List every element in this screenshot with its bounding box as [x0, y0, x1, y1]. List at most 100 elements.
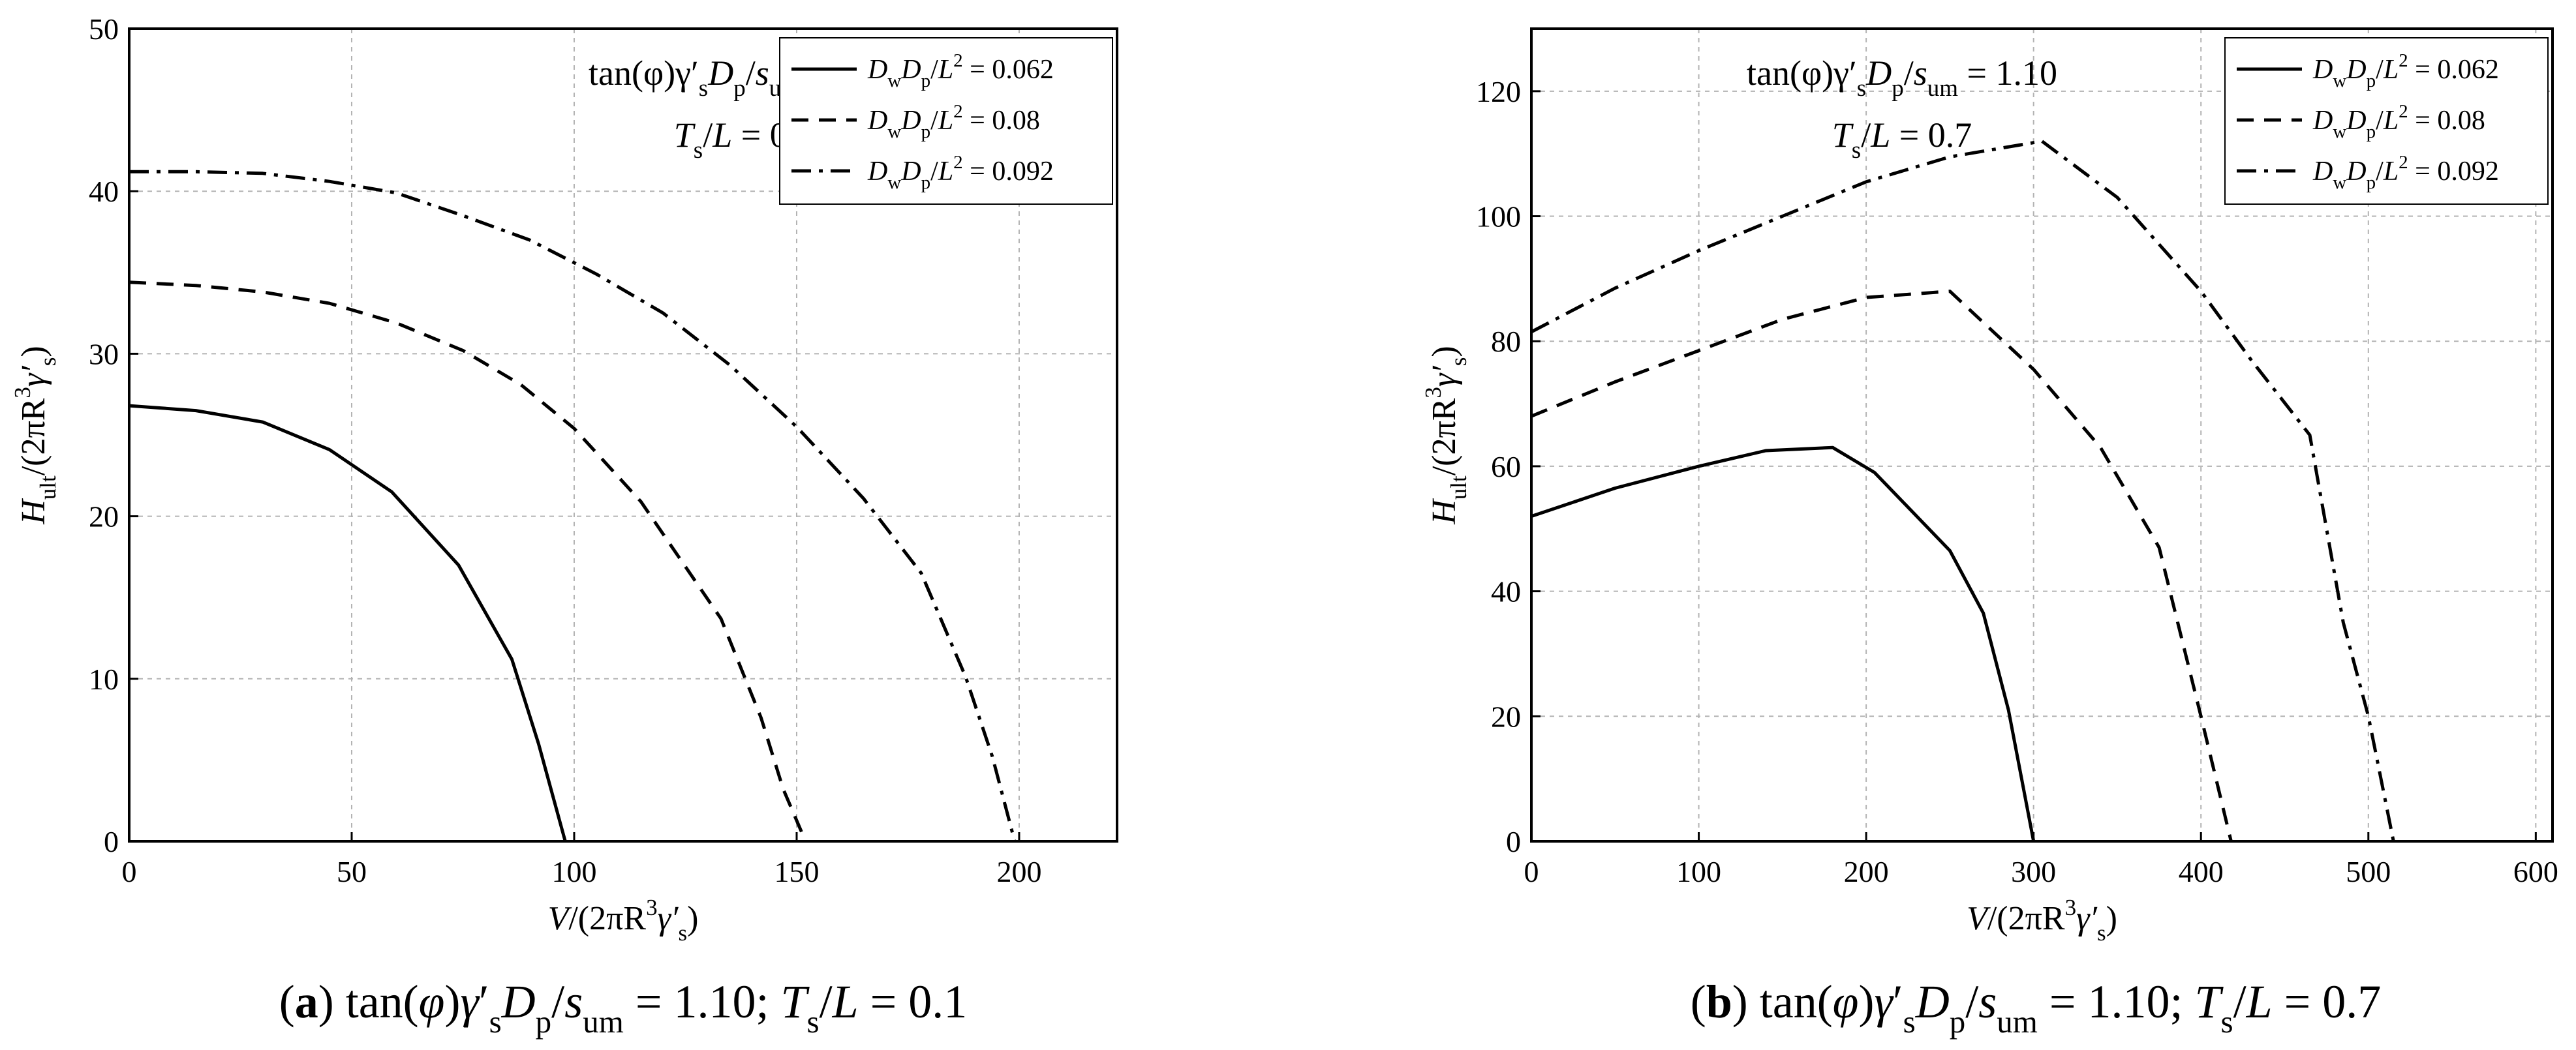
- text-fragment: D: [2346, 106, 2366, 136]
- text-fragment: um: [583, 1004, 624, 1040]
- text-fragment: L: [938, 157, 953, 187]
- text-fragment: ult: [35, 475, 61, 500]
- text-fragment: p: [1950, 1004, 1966, 1040]
- series-line-solid: [1531, 445, 2036, 842]
- y-tick-label: 0: [104, 825, 119, 858]
- text-fragment: p: [2367, 121, 2376, 142]
- x-tick-label: 200: [1844, 855, 1889, 888]
- text-fragment: b: [1706, 976, 1732, 1028]
- y-tick-label: 20: [89, 500, 119, 533]
- text-fragment: w: [2333, 70, 2346, 91]
- text-fragment: D: [2312, 55, 2333, 85]
- text-fragment: w: [887, 70, 901, 91]
- y-tick-label: 50: [89, 12, 119, 46]
- x-tick-label: 300: [2011, 855, 2056, 888]
- text-fragment: φ: [419, 976, 445, 1028]
- text-fragment: ): [1859, 976, 1875, 1028]
- text-fragment: ): [15, 346, 52, 357]
- text-fragment: D: [2346, 55, 2366, 85]
- text-fragment: /: [2376, 55, 2384, 85]
- text-fragment: s: [2097, 920, 2106, 946]
- text-fragment: /: [930, 55, 938, 85]
- text-fragment: s: [489, 1004, 502, 1040]
- text-fragment: L: [712, 115, 732, 155]
- text-fragment: = 1.10: [1958, 53, 2057, 93]
- text-fragment: ) tan(: [318, 976, 419, 1028]
- text-fragment: w: [887, 121, 901, 142]
- text-fragment: s: [1978, 976, 1997, 1028]
- chart-panel-a: 0 50 100 150 20001020304050V/(2πR3γ′s)Hult/(…: [10, 12, 1118, 946]
- panel-caption-b: (b) tan(φ)γ′sDp/sum = 1.10; Ts/L = 0.7: [1691, 976, 2382, 1040]
- text-fragment: 3: [2065, 895, 2077, 920]
- text-fragment: p: [2367, 70, 2376, 91]
- text-fragment: = 0.08: [2408, 106, 2485, 136]
- text-fragment: s: [1914, 53, 1927, 93]
- text-fragment: γ′: [2076, 900, 2098, 937]
- text-fragment: s: [1852, 137, 1861, 164]
- text-fragment: p: [921, 121, 931, 142]
- text-fragment: tan(φ)γ′: [1747, 53, 1857, 93]
- series-line-dashdot: [1530, 140, 2395, 842]
- text-fragment: /: [746, 53, 756, 93]
- legend-label: DwDp/L2 = 0.092: [2312, 152, 2499, 193]
- text-fragment: 3: [1420, 387, 1446, 398]
- chart-panel-b: 0 100 200 300 400 500 600020406080100120V/(2πR…: [1420, 27, 2558, 946]
- x-tick-label: 50: [337, 855, 367, 888]
- text-fragment: ) tan(: [1732, 976, 1833, 1028]
- text-fragment: /: [820, 976, 833, 1028]
- text-fragment: /: [930, 106, 938, 136]
- annotation: tan(φ)γ′sDp/sum = 1.10: [1747, 53, 2057, 102]
- text-fragment: w: [2333, 121, 2346, 142]
- text-fragment: um: [1927, 75, 1959, 102]
- text-fragment: 3: [10, 387, 35, 398]
- x-axis-title: V/(2πR3γ′s): [1967, 895, 2117, 946]
- text-fragment: 2: [953, 101, 963, 122]
- y-tick-label: 20: [1491, 700, 1521, 733]
- text-fragment: s: [699, 75, 708, 102]
- text-fragment: /(2πR: [15, 398, 52, 475]
- text-fragment: H: [1426, 498, 1463, 525]
- text-fragment: D: [1865, 53, 1892, 93]
- panel-caption-a: (a) tan(φ)γ′sDp/sum = 1.10; Ts/L = 0.1: [279, 976, 968, 1040]
- text-fragment: p: [921, 70, 931, 91]
- text-fragment: 2: [2399, 50, 2408, 71]
- text-fragment: = 0.062: [2408, 55, 2499, 85]
- text-fragment: tan(φ)γ′: [589, 53, 699, 93]
- text-fragment: = 0.1: [859, 976, 968, 1028]
- text-fragment: s: [756, 53, 769, 93]
- text-fragment: ): [2106, 900, 2117, 937]
- text-fragment: D: [2346, 157, 2366, 187]
- text-fragment: L: [1870, 115, 1890, 155]
- text-fragment: T: [2194, 976, 2224, 1028]
- text-fragment: D: [900, 157, 921, 187]
- text-fragment: /: [1904, 53, 1914, 93]
- text-fragment: γ′: [658, 900, 679, 937]
- annotation: Ts/L = 0.7: [1832, 115, 1972, 164]
- x-axis-title: V/(2πR3γ′s): [548, 895, 699, 946]
- text-fragment: /(2πR: [1426, 398, 1463, 475]
- text-fragment: ′: [1893, 976, 1903, 1028]
- text-fragment: D: [501, 976, 536, 1028]
- text-fragment: L: [2383, 55, 2399, 85]
- text-fragment: ): [687, 900, 698, 937]
- x-tick-label: 0: [1524, 855, 1539, 888]
- text-fragment: (: [279, 976, 295, 1028]
- text-fragment: /: [2376, 106, 2384, 136]
- text-fragment: T: [1832, 115, 1854, 155]
- y-tick-label: 10: [89, 663, 119, 696]
- text-fragment: = 1.10;: [2038, 976, 2195, 1028]
- text-fragment: = 1.10;: [624, 976, 781, 1028]
- text-fragment: = 0.7: [1890, 115, 1972, 155]
- text-fragment: s: [807, 1004, 820, 1040]
- legend-label: DwDp/L2 = 0.092: [867, 152, 1054, 193]
- series-line-dashdot: [129, 170, 1017, 842]
- plot-frame: [1530, 27, 2554, 843]
- x-tick-label: 0: [122, 855, 137, 888]
- text-fragment: /: [551, 976, 564, 1028]
- text-fragment: ult: [1446, 475, 1471, 500]
- text-fragment: s: [1857, 75, 1866, 102]
- x-tick-label: 100: [1676, 855, 1721, 888]
